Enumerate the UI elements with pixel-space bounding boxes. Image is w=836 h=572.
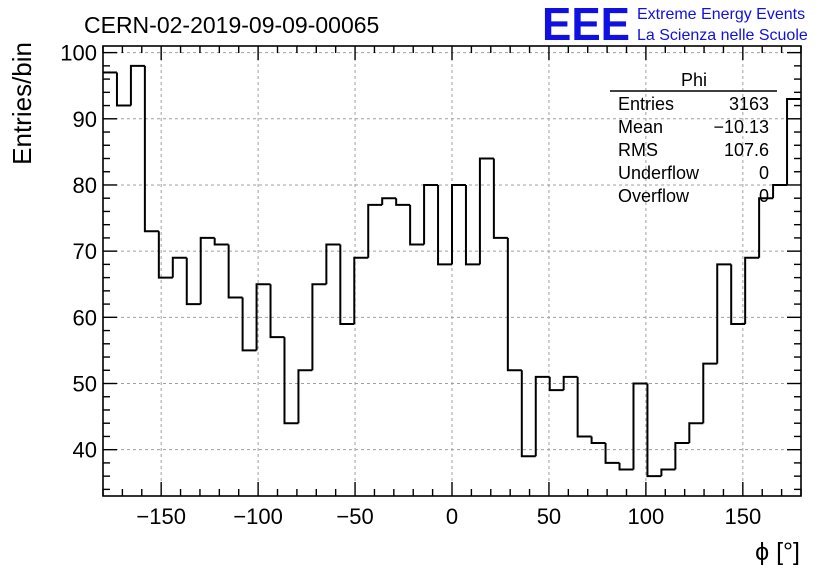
histogram-bin (534, 375, 550, 457)
histogram-bin (367, 203, 383, 258)
histogram-bin (758, 197, 774, 258)
x-tick-label: 100 (628, 504, 665, 529)
eee-logo-line2: La Scienza nelle Scuole (637, 27, 808, 44)
histogram-bin (143, 65, 159, 233)
grid-lines (103, 46, 801, 496)
x-tick-labels: −150 −100 −50 0 50 100 150 (136, 504, 761, 529)
stats-row-label: Entries (618, 94, 674, 114)
eee-logo-line1: Extreme Energy Events (637, 6, 805, 23)
stats-row-label: Overflow (618, 186, 690, 206)
axis-ticks (102, 46, 802, 496)
histogram-bin (562, 375, 578, 391)
histogram-bin (283, 337, 299, 425)
histogram-bin (381, 197, 397, 205)
histogram-bin (492, 158, 508, 239)
histogram-bin (115, 72, 131, 107)
x-tick-label: −50 (336, 504, 373, 529)
histogram-bin (255, 283, 271, 351)
histogram-bin (688, 422, 704, 444)
y-tick-label: 80 (73, 173, 97, 198)
histogram-bin (646, 383, 662, 478)
eee-logo-mark: EEE (542, 0, 630, 50)
histogram-bin (325, 243, 341, 285)
histogram-bin (437, 184, 452, 266)
chart-title: CERN-02-2019-09-09-00065 (84, 12, 379, 38)
y-tick-label: 60 (73, 305, 97, 330)
y-axis-label: Entries/bin (7, 42, 37, 165)
stats-row-label: Mean (618, 117, 663, 137)
x-axis-label: ϕ [°] (755, 538, 800, 566)
x-tick-label: −100 (233, 504, 283, 529)
histogram-bin (590, 436, 606, 445)
y-tick-label: 90 (73, 107, 97, 132)
histogram-bin (409, 204, 425, 246)
stats-box: Phi Entries 3163 Mean −10.13 RMS 107.6 Underfl… (610, 70, 777, 206)
histogram-bin (451, 183, 466, 265)
stats-row-value: 3163 (729, 94, 769, 114)
histogram-bin (604, 443, 620, 464)
y-tick-label: 40 (73, 438, 97, 463)
x-tick-label: 0 (446, 504, 458, 529)
histogram-bin (157, 231, 173, 279)
histogram-bin (702, 362, 718, 424)
histogram-bin (632, 382, 648, 470)
histogram-bin (395, 198, 411, 206)
x-tick-label: 150 (724, 504, 761, 529)
histogram-bin (339, 244, 355, 325)
histogram-bin (772, 183, 788, 199)
y-tick-label: 100 (60, 41, 97, 66)
histogram-bin (213, 237, 229, 246)
y-tick-label: 70 (73, 239, 97, 264)
x-tick-label: −150 (136, 504, 186, 529)
y-tick-labels: 40 50 60 70 80 90 100 (60, 41, 97, 463)
histogram-bin (171, 256, 187, 278)
stats-row-value: 107.6 (724, 140, 769, 160)
stats-row-value: 0 (759, 163, 769, 183)
histogram-bin (129, 64, 145, 106)
histogram-bin (478, 157, 494, 265)
stats-box-rows: Entries 3163 Mean −10.13 RMS 107.6 Underflow 0 O… (618, 94, 769, 206)
histogram-bin (730, 264, 746, 325)
histogram-bin (464, 184, 480, 266)
y-tick-label: 50 (73, 372, 97, 397)
histogram-bin (185, 257, 201, 306)
histogram-bin (618, 462, 634, 471)
stats-row-value: 0 (759, 186, 769, 206)
histogram-bin (353, 256, 369, 324)
histogram-bin (241, 297, 257, 352)
histogram-bin (576, 376, 592, 438)
histogram-bin (786, 97, 801, 185)
histogram-bin (506, 237, 522, 372)
histogram-bin (311, 283, 327, 371)
histogram-bin (423, 183, 439, 245)
histogram-bin (520, 370, 536, 458)
histogram-bin (716, 263, 732, 364)
histogram-bin (297, 369, 313, 424)
stats-box-title: Phi (681, 70, 707, 90)
histogram-bin (744, 256, 760, 324)
histogram-bin (269, 284, 285, 339)
stats-row-value: −10.13 (713, 117, 769, 137)
histogram-bin (199, 236, 215, 305)
histogram-bin (227, 244, 243, 299)
histogram-bin (674, 442, 690, 470)
histogram-bin (548, 376, 564, 392)
histogram-bin (660, 468, 676, 477)
eee-logo: EEE Extreme Energy Events La Scienza nel… (542, 0, 808, 50)
x-tick-label: 50 (537, 504, 561, 529)
histogram-bins (103, 64, 801, 478)
stats-row-label: RMS (618, 140, 658, 160)
stats-row-label: Underflow (618, 163, 700, 183)
